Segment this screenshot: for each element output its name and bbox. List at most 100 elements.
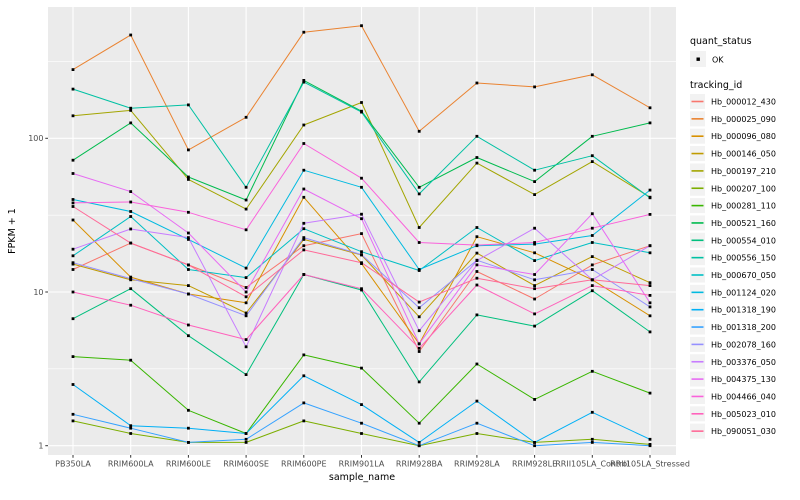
data-point: [187, 178, 190, 181]
data-point: [417, 241, 421, 244]
data-point: [648, 196, 652, 200]
data-point: [302, 123, 306, 127]
data-point: [71, 290, 75, 294]
data-point: [648, 301, 652, 305]
data-point: [302, 248, 306, 252]
data-point: [475, 263, 479, 267]
x-tick-label: RRII105LA_Control: [555, 460, 629, 469]
y-tick-label: 100: [28, 134, 43, 143]
data-point: [71, 355, 75, 358]
data-point: [475, 161, 479, 165]
data-point: [475, 226, 479, 229]
data-point: [648, 121, 652, 125]
data-point: [590, 263, 594, 267]
data-point: [244, 314, 248, 318]
data-point: [360, 261, 363, 265]
data-point: [187, 292, 190, 296]
data-point: [648, 305, 652, 309]
data-point: [244, 345, 248, 349]
data-point: [360, 432, 363, 435]
data-point: [533, 168, 536, 172]
data-point: [533, 287, 536, 291]
data-point: [71, 205, 75, 208]
data-point: [475, 156, 479, 159]
data-point: [590, 289, 594, 293]
data-point: [360, 110, 363, 114]
data-point: [417, 226, 421, 229]
data-point: [360, 287, 363, 291]
data-point: [360, 366, 363, 370]
data-point: [244, 207, 248, 211]
data-point: [71, 419, 75, 423]
data-point: [533, 242, 536, 246]
data-point: [71, 68, 75, 71]
data-point: [187, 441, 190, 444]
data-point: [417, 380, 421, 384]
data-point: [71, 254, 75, 258]
data-point: [590, 154, 594, 158]
data-point: [417, 315, 421, 319]
data-point: [648, 106, 652, 110]
data-point: [71, 261, 75, 265]
x-tick-label: RRIM600PE: [281, 460, 327, 469]
data-point: [648, 251, 652, 255]
data-point: [71, 317, 75, 321]
data-point: [533, 85, 536, 89]
legend-entry-label: Hb_000025_090: [711, 115, 776, 124]
legend-entry-label: Hb_001318_200: [711, 323, 776, 332]
legend-entry: Hb_000012_430: [690, 94, 776, 109]
data-point: [244, 441, 248, 444]
data-point: [187, 334, 190, 338]
data-point: [129, 424, 133, 428]
data-point: [590, 441, 594, 444]
legend-ok-label: OK: [712, 56, 724, 65]
data-point: [302, 273, 306, 276]
data-point: [129, 426, 133, 430]
data-point: [648, 294, 652, 297]
data-point: [302, 374, 306, 378]
data-point: [533, 273, 536, 276]
legend-entry-label: Hb_000096_080: [711, 132, 776, 141]
legend-entry: Hb_001318_200: [690, 319, 776, 335]
data-point: [302, 79, 306, 82]
data-point: [590, 226, 594, 230]
data-point: [417, 329, 421, 333]
data-point: [71, 198, 75, 201]
ok-point-icon: [696, 57, 700, 61]
data-point: [71, 383, 75, 386]
data-point: [533, 241, 536, 244]
legend-entry-label: Hb_000207_100: [711, 184, 776, 193]
data-point: [129, 432, 133, 435]
data-point: [648, 391, 652, 395]
data-point: [302, 80, 306, 84]
data-point: [187, 231, 190, 235]
data-point: [302, 236, 306, 239]
data-point: [187, 284, 190, 287]
legend-entry-label: Hb_000012_430: [711, 98, 776, 107]
data-point: [417, 342, 421, 346]
data-point: [417, 268, 421, 271]
data-point: [360, 217, 363, 221]
data-point: [71, 412, 75, 416]
data-point: [475, 362, 479, 366]
data-point: [129, 33, 133, 37]
legend-entries: Hb_000012_430 Hb_000025_090 Hb_000096_080 H…: [690, 94, 776, 439]
y-tick-label: 10: [33, 288, 43, 297]
data-point: [360, 250, 363, 254]
data-point: [129, 121, 133, 125]
data-point: [417, 192, 421, 196]
data-point: [475, 399, 479, 403]
data-point: [129, 358, 133, 362]
data-point: [533, 180, 536, 183]
data-point: [302, 30, 306, 34]
data-point: [533, 226, 536, 230]
data-point: [648, 213, 652, 216]
legend-entry-label: Hb_000556_150: [711, 254, 776, 263]
data-point: [187, 263, 190, 267]
data-point: [590, 278, 594, 282]
data-point: [590, 212, 594, 216]
data-point: [590, 160, 594, 163]
data-point: [475, 81, 479, 85]
data-point: [244, 295, 248, 299]
data-point: [590, 284, 594, 287]
